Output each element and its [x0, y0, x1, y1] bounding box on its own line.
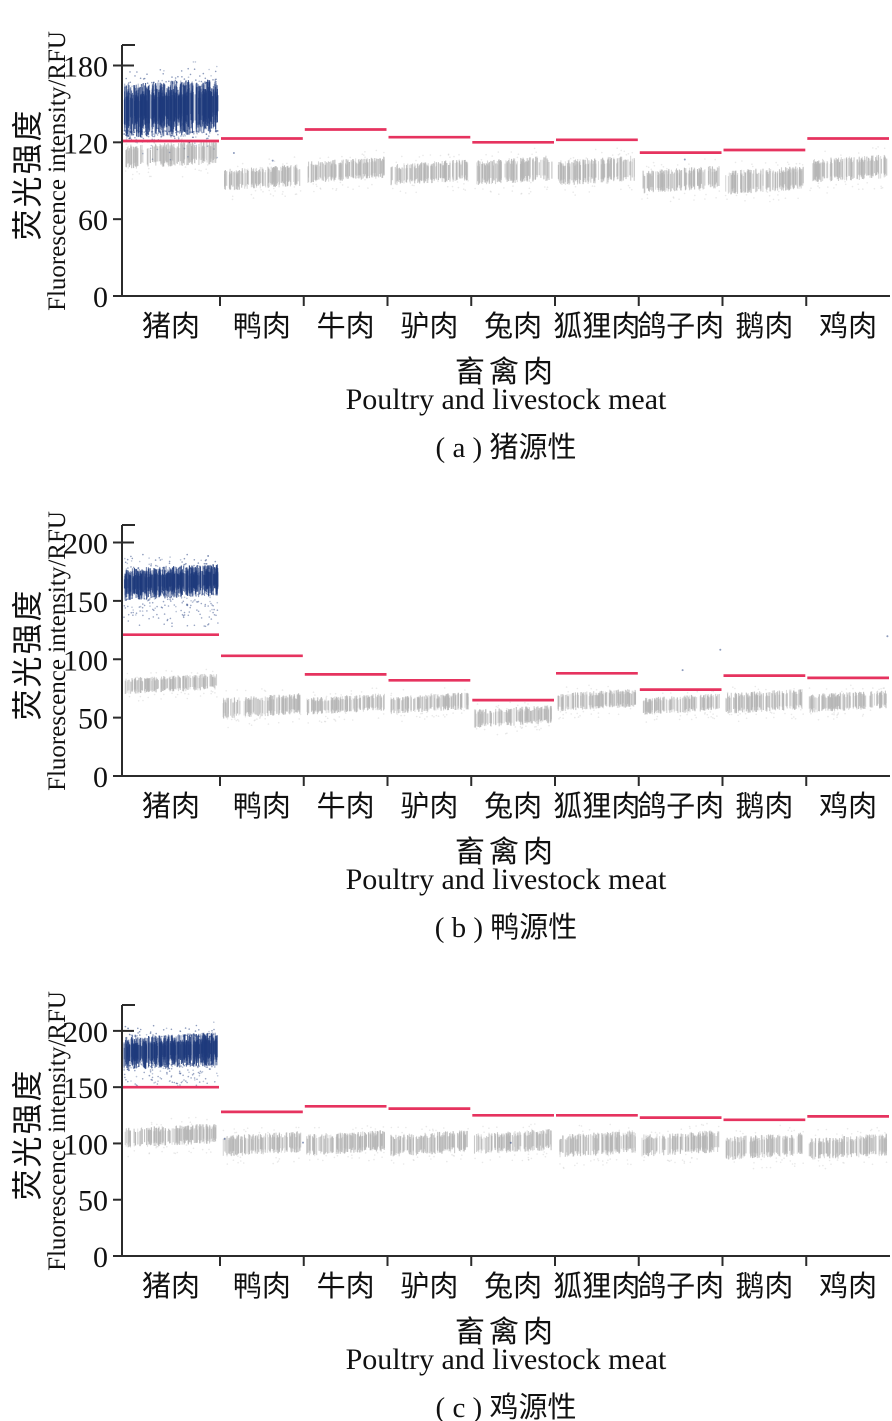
category-label: 鸭肉: [233, 310, 291, 343]
y-axis-label-en: Fluorescence intensity/RFU: [44, 991, 71, 1271]
category-label: 驴肉: [400, 310, 458, 343]
panel-caption: ( b ) 鸭源性: [434, 912, 578, 944]
x-axis-label-en: Poultry and livestock meat: [345, 863, 667, 896]
y-axis-label-cn: 荧光强度: [10, 1068, 46, 1201]
category-label: 猪肉: [142, 1270, 200, 1303]
negative-scatter-bands: [124, 1116, 888, 1170]
panel-a: 0 60 120 180 猪肉 鸭肉 牛肉 驴肉 兔肉 狐狸肉 鸽子肉 鹅肉 鸡肉 荧光强度 Fluor…: [0, 0, 892, 480]
category-label: 兔肉: [484, 1270, 542, 1303]
y-tick-label: 0: [93, 1241, 108, 1274]
panel-c: 0 50 100 150 200 猪肉 鸭肉 牛肉 驴肉 兔肉 狐狸肉 鸽子肉 鹅肉 鸡肉 荧光强度 Fl…: [0, 960, 892, 1421]
y-tick-label: 150: [63, 586, 108, 619]
category-label: 狐狸肉: [553, 790, 640, 823]
panel-b: 0 50 100 150 200 猪肉 鸭肉 牛肉 驴肉 兔肉 狐狸肉 鸽子肉 鹅肉 鸡肉 荧光强度 Fl…: [0, 480, 892, 960]
category-label: 驴肉: [400, 1270, 458, 1303]
negative-scatter-bands: [124, 133, 888, 203]
y-tick-label: 120: [63, 127, 108, 160]
y-tick-label: 50: [78, 703, 108, 736]
y-tick-label: 0: [93, 281, 108, 314]
y-axis-label-en: Fluorescence intensity/RFU: [44, 511, 71, 791]
category-label: 鹅肉: [735, 790, 793, 823]
category-label: 驴肉: [400, 790, 458, 823]
y-tick-label: 150: [63, 1072, 108, 1105]
negative-scatter-bands: [124, 668, 887, 736]
y-tick-label: 200: [63, 528, 108, 561]
category-label: 鸡肉: [819, 1270, 877, 1303]
threshold-lines: [123, 633, 889, 702]
x-axis-label-en: Poultry and livestock meat: [345, 1343, 667, 1376]
y-tick-label: 200: [63, 1016, 108, 1049]
x-axis-label-en: Poultry and livestock meat: [345, 383, 667, 416]
y-tick-label: 0: [93, 761, 108, 794]
category-label: 鸽子肉: [637, 310, 724, 343]
category-label: 兔肉: [484, 310, 542, 343]
category-label: 鹅肉: [735, 310, 793, 343]
category-label: 牛肉: [317, 790, 375, 823]
category-label: 猪肉: [142, 310, 200, 343]
category-label: 鸡肉: [819, 310, 877, 343]
category-label: 鸽子肉: [637, 1270, 724, 1303]
category-label: 鸭肉: [233, 1270, 291, 1303]
category-label: 狐狸肉: [553, 310, 640, 343]
category-label: 牛肉: [317, 1270, 375, 1303]
category-label: 鸡肉: [819, 790, 877, 823]
y-axis-label-en: Fluorescence intensity/RFU: [44, 31, 71, 311]
positive-scatter-band: [123, 553, 889, 672]
y-axis-label-cn: 荧光强度: [10, 588, 46, 721]
y-tick-label: 100: [63, 644, 108, 677]
panel-caption: ( c ) 鸡源性: [435, 1392, 577, 1421]
x-axis-label-cn: 畜禽肉: [455, 836, 557, 869]
x-axis-label-cn: 畜禽肉: [455, 356, 557, 389]
category-label: 兔肉: [484, 790, 542, 823]
y-tick-label: 50: [78, 1185, 108, 1218]
y-tick-label: 60: [78, 204, 108, 237]
x-axis-label-cn: 畜禽肉: [455, 1316, 557, 1349]
y-tick-label: 100: [63, 1128, 108, 1161]
category-label: 猪肉: [142, 790, 200, 823]
y-tick-label: 180: [63, 50, 108, 83]
category-label: 鸽子肉: [637, 790, 724, 823]
threshold-lines: [123, 1085, 889, 1122]
panel-caption: ( a ) 猪源性: [435, 432, 577, 464]
positive-scatter-band: [123, 61, 686, 162]
category-label: 鸭肉: [233, 790, 291, 823]
category-label: 狐狸肉: [553, 1270, 640, 1303]
y-axis-label-cn: 荧光强度: [10, 108, 46, 241]
category-label: 鹅肉: [735, 1270, 793, 1303]
category-label: 牛肉: [317, 310, 375, 343]
positive-scatter-band: [123, 1021, 512, 1144]
threshold-lines: [123, 128, 889, 154]
